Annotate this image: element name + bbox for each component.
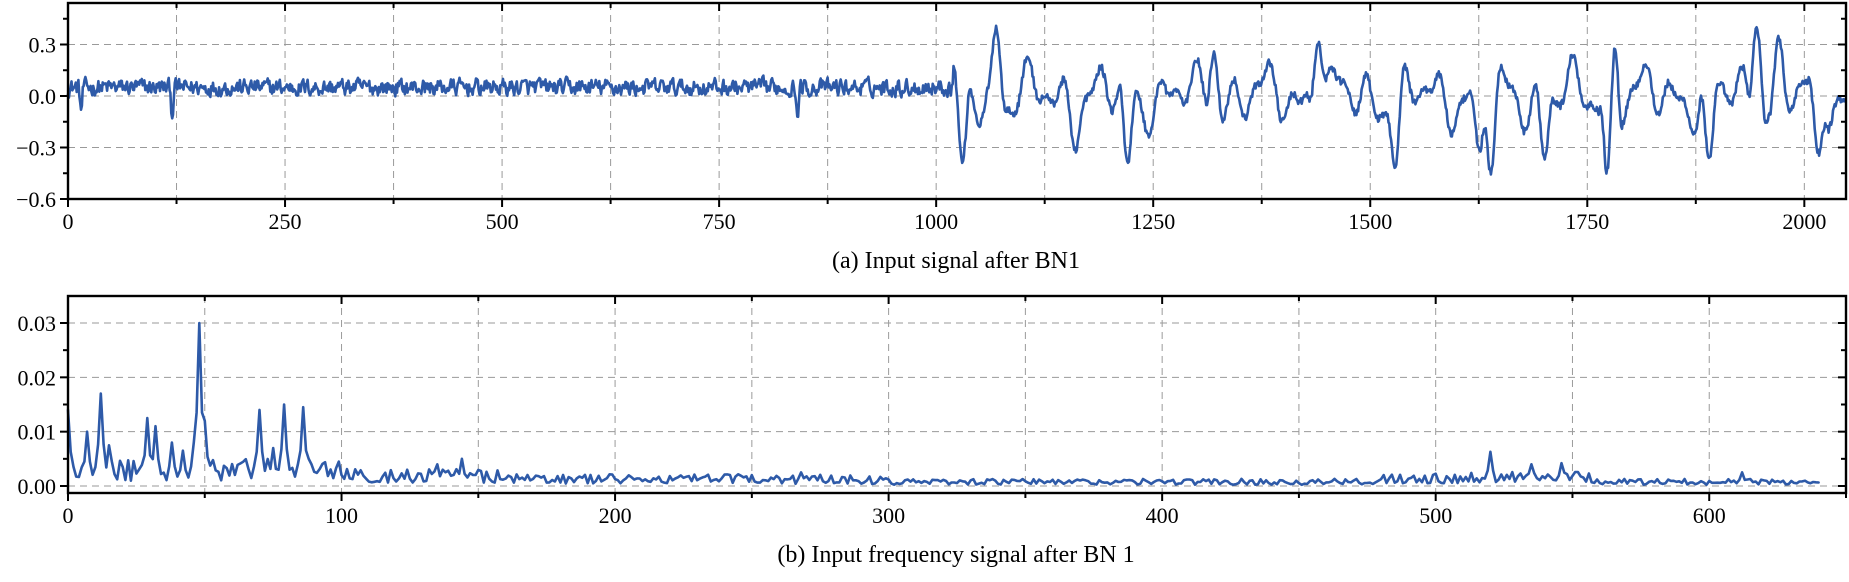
y-tick-label: 0.02 [18, 365, 57, 390]
axis-ticks [60, 3, 1846, 207]
input-signal-line [66, 24, 1847, 176]
x-tick-label: 1000 [914, 209, 958, 234]
y-tick-label: 0.03 [18, 311, 57, 336]
y-tick-label: 0.00 [18, 474, 57, 499]
time-signal-plot: 0.3 0.0 −0.3 −0.6 0 250 500 750 1000 1250 1500 175… [16, 1, 1848, 274]
y-tick-label: −0.3 [16, 136, 56, 161]
caption-b: (b) Input frequency signal after BN 1 [777, 542, 1134, 568]
axis-ticks [60, 296, 1847, 501]
x-tick-label: 0 [63, 209, 74, 234]
y-tick-label: −0.6 [16, 187, 56, 212]
x-tick-label: 200 [599, 503, 632, 528]
x-tick-label: 100 [325, 503, 358, 528]
y-tick-label: 0.3 [29, 33, 57, 58]
caption-a: (a) Input signal after BN1 [832, 248, 1080, 274]
plot-frame [66, 1, 1848, 201]
plot-frame [66, 294, 1848, 495]
frequency-signal-plot: 0.00 0.01 0.02 0.03 0 100 200 300 400 500 600 (b)… [18, 294, 1848, 568]
frequency-signal-line [66, 321, 1820, 487]
x-tick-label: 400 [1146, 503, 1179, 528]
x-tick-label: 1750 [1565, 209, 1609, 234]
x-tick-labels: 0 250 500 750 1000 1250 1500 1750 2000 [63, 209, 1827, 234]
x-tick-label: 750 [703, 209, 736, 234]
y-tick-label: 0.0 [29, 84, 57, 109]
x-tick-label: 250 [269, 209, 302, 234]
x-tick-label: 500 [1419, 503, 1452, 528]
y-tick-labels: 0.3 0.0 −0.3 −0.6 [16, 33, 56, 213]
x-tick-label: 0 [63, 503, 74, 528]
x-tick-label: 300 [872, 503, 905, 528]
x-tick-label: 1500 [1348, 209, 1392, 234]
y-tick-labels: 0.00 0.01 0.02 0.03 [18, 311, 57, 499]
y-tick-label: 0.01 [18, 420, 57, 445]
x-tick-label: 600 [1693, 503, 1726, 528]
x-tick-label: 2000 [1782, 209, 1826, 234]
x-tick-labels: 0 100 200 300 400 500 600 [63, 503, 1726, 528]
x-tick-label: 500 [486, 209, 519, 234]
grid-lines [68, 296, 1846, 493]
x-tick-label: 1250 [1131, 209, 1175, 234]
